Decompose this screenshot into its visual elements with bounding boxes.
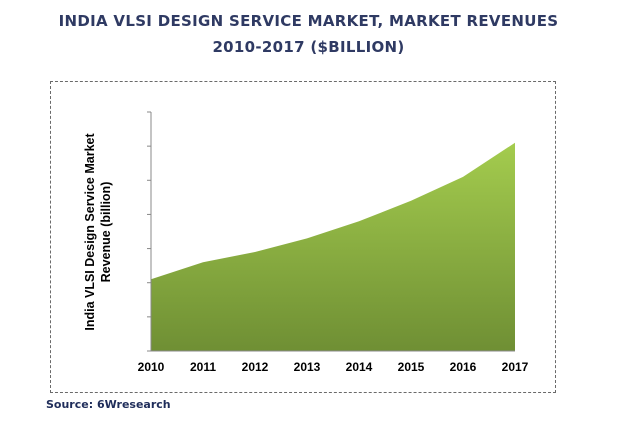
x-tick-label: 2015 [398,360,425,374]
chart-title-line-2: 2010-2017 ($BILLION) [212,38,405,56]
chart-title-line-1: INDIA VLSI DESIGN SERVICE MARKET, MARKET… [58,12,559,30]
chart-border [50,81,556,393]
source-note: Source: 6Wresearch [46,398,171,411]
x-tick-label: 2012 [242,360,269,374]
x-tick-label: 2014 [346,360,373,374]
y-axis-title-line-1: India VLSI Design Service Market [83,133,97,331]
x-tick-label: 2016 [450,360,477,374]
y-axis-title: India VLSI Design Service Market Revenue… [83,133,113,331]
x-tick-label: 2010 [138,360,165,374]
x-tick-label: 2013 [294,360,321,374]
chart-title: INDIA VLSI DESIGN SERVICE MARKET, MARKET… [0,8,617,60]
x-tick-label: 2011 [190,360,216,374]
y-axis-title-line-2: Revenue (billion) [99,182,113,283]
area-series-revenue [151,142,515,351]
x-tick-label: 2017 [502,360,529,374]
